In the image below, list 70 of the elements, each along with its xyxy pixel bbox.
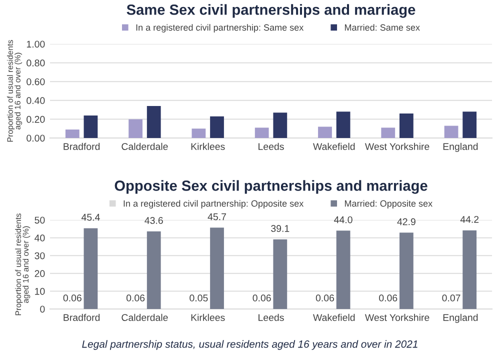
x-tick-label: Leeds (258, 142, 284, 150)
data-label: 45.4 (81, 214, 100, 221)
bar (192, 128, 206, 138)
bar (336, 230, 350, 309)
x-tick-label: Bradford (64, 142, 100, 150)
x-tick-label: England (443, 314, 478, 323)
bar (462, 230, 477, 309)
bar (84, 115, 98, 138)
bar (444, 126, 458, 138)
data-label: 0.06 (379, 294, 398, 302)
x-tick-label: Bradford (64, 314, 100, 321)
data-label: 44.2 (460, 216, 479, 223)
bar (273, 112, 288, 138)
data-label: 44.0 (334, 216, 352, 224)
bar (84, 228, 98, 309)
bar (462, 112, 477, 138)
text: Legal partnership status, usual residents aged 16 years and over in 2021 (82, 340, 418, 350)
bar (128, 119, 143, 138)
y-tick-label: 20 (34, 270, 45, 278)
x-tick-label: Wakefield (313, 142, 355, 150)
data-label: 0.06 (316, 294, 334, 302)
x-tick-label: Wakefield (313, 314, 355, 321)
bar (210, 228, 224, 309)
legend-label: Married: Same sex (344, 24, 420, 31)
y-axis-title: Proportion of usual residents aged 16 and over (%) (15, 214, 30, 316)
bar (381, 128, 396, 138)
chart-title: Same Sex civil partnerships and marriage (126, 4, 416, 18)
y-tick-label: 0 (40, 306, 45, 313)
data-label: 0.06 (126, 294, 145, 302)
x-tick-label: Kirklees (191, 142, 225, 150)
y-tick-label: 50 (34, 216, 45, 224)
y-tick-label: 1.00 (26, 40, 45, 48)
y-tick-label: 40 (34, 234, 45, 242)
bar (65, 130, 80, 138)
bar (336, 112, 350, 138)
x-tick-label: Calderdale (122, 314, 168, 321)
bar (254, 128, 269, 138)
y-tick-label: 0.20 (26, 116, 45, 123)
x-tick-label: Kirklees (191, 314, 225, 321)
legend-label: Married: Opposite sex (344, 200, 432, 208)
y-tick-label: 0.80 (26, 60, 45, 66)
data-label: 43.6 (144, 217, 163, 224)
bar (399, 232, 414, 309)
bar (318, 126, 332, 138)
x-tick-label: West Yorkshire (364, 314, 430, 321)
legend-label: In a registered civil partnership: Opposite sex (124, 200, 304, 208)
y-tick-label: 30 (34, 252, 45, 260)
bar (273, 239, 288, 309)
y-tick-label: 0.00 (26, 134, 45, 142)
x-tick-label: Leeds (258, 314, 284, 321)
legend-label: In a registered civil partnership: Same sex (136, 24, 304, 32)
x-tick-label: Calderdale (122, 142, 168, 150)
data-label: 0.05 (190, 294, 208, 302)
data-label: 42.9 (397, 218, 416, 226)
bar (146, 231, 161, 309)
chart-title: Opposite Sex civil partnerships and marriage (114, 180, 428, 194)
data-label: 0.06 (63, 294, 82, 302)
y-tick-label: 0.40 (26, 97, 45, 104)
data-label: 45.7 (208, 213, 226, 220)
y-tick-label: 10 (35, 288, 45, 295)
x-tick-label: West Yorkshire (364, 142, 430, 150)
y-tick-label: 0.60 (26, 78, 45, 86)
bar (210, 116, 224, 138)
y-axis-title: Proportion of usual residents aged 16 and over (%) (7, 40, 22, 142)
bar (399, 114, 414, 138)
data-label: 39.1 (271, 225, 290, 232)
data-label: 0.07 (442, 294, 460, 302)
x-tick-label: England (443, 142, 478, 152)
data-label: 0.06 (252, 294, 271, 302)
bar (146, 106, 161, 138)
